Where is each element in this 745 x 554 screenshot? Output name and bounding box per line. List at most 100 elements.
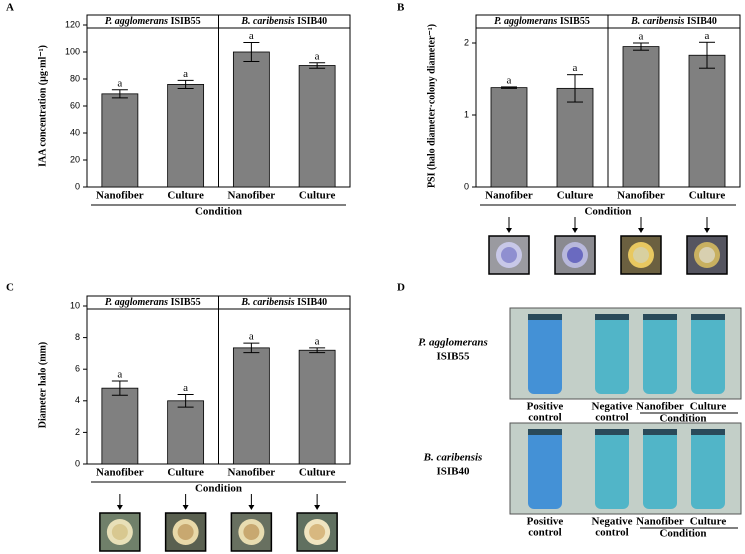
panel-label: D	[397, 282, 405, 294]
column-label: Negative	[592, 401, 633, 413]
error-bar	[243, 42, 260, 62]
error-bar	[309, 62, 326, 69]
species: P. agglomerans	[105, 297, 168, 308]
y-tick-label: 60	[70, 100, 80, 110]
arrow-head	[704, 228, 710, 233]
arrow-head	[248, 505, 255, 510]
colony	[699, 247, 715, 263]
tube	[528, 314, 562, 394]
error-bar	[699, 41, 715, 69]
column-label: Negative	[592, 516, 633, 528]
group-header: B. caribensis ISIB40	[630, 16, 717, 27]
significance-letter: a	[183, 382, 188, 394]
x-tick-label: Culture	[167, 467, 204, 479]
bar	[101, 387, 139, 465]
column-label: Nanofiber	[636, 401, 684, 413]
error-bar	[177, 393, 194, 408]
error-bar	[309, 347, 326, 354]
strain: ISIB40	[297, 297, 327, 308]
significance-letter: a	[183, 68, 188, 80]
tube	[691, 429, 725, 509]
error-bar	[111, 89, 128, 99]
bar	[232, 347, 270, 465]
significance-letter: a	[705, 30, 710, 42]
tube	[691, 314, 725, 394]
y-tick-label: 0	[75, 181, 80, 191]
significance-letter: a	[315, 335, 320, 347]
significance-letter: a	[249, 331, 254, 343]
y-tick-label: 100	[65, 46, 80, 56]
tube	[595, 314, 629, 394]
x-tick-label: Culture	[689, 190, 726, 202]
column-label: control	[595, 412, 628, 424]
strain: ISIB55	[560, 16, 590, 27]
column-label: control	[528, 527, 561, 539]
column-label: Culture	[690, 401, 727, 413]
significance-letter: a	[315, 50, 320, 62]
bar	[490, 87, 528, 188]
condition-label: Condition	[659, 413, 706, 425]
panel-label: B	[397, 2, 405, 14]
row-label-strain: ISIB40	[436, 466, 470, 478]
tube-cap	[691, 429, 725, 435]
column-label: Nanofiber	[636, 516, 684, 528]
y-tick-label: 20	[70, 154, 80, 164]
colony	[309, 524, 326, 540]
arrow-head	[506, 228, 512, 233]
panel-label: C	[6, 282, 14, 294]
x-tick-label: Culture	[299, 467, 336, 479]
arrow-head	[638, 228, 644, 233]
column-label: control	[595, 527, 628, 539]
row-label-species: B. caribensis	[423, 452, 483, 464]
tube	[595, 429, 629, 509]
y-tick-label: 10	[70, 300, 80, 310]
x-tick-label: Nanofiber	[617, 190, 665, 202]
species: P. agglomerans	[105, 16, 168, 27]
strain: ISIB55	[171, 297, 201, 308]
bar	[556, 87, 594, 188]
tube-cap	[643, 314, 677, 320]
x-tick-label: Nanofiber	[485, 190, 533, 202]
error-bar	[567, 74, 583, 103]
tube	[643, 429, 677, 509]
error-bar	[633, 42, 649, 51]
x-tick-label: Culture	[299, 190, 336, 202]
bar	[298, 65, 336, 188]
species: P. agglomerans	[494, 16, 557, 27]
row-label-species: P. agglomerans	[418, 337, 487, 349]
arrow-head	[572, 228, 578, 233]
y-tick-label: 0	[75, 458, 80, 468]
y-tick-label: 2	[75, 427, 80, 437]
y-tick-label: 120	[65, 19, 80, 29]
bar	[232, 51, 270, 188]
tube-cap	[643, 429, 677, 435]
error-bar	[177, 79, 194, 89]
bar	[101, 93, 139, 188]
bar	[688, 54, 726, 188]
significance-letter: a	[507, 74, 512, 86]
y-axis-label: IAA concentration (µg·ml⁻¹)	[37, 45, 48, 167]
group-header: B. caribensis ISIB40	[240, 297, 327, 308]
x-tick-label: Nanofiber	[96, 467, 144, 479]
x-tick-label: Culture	[557, 190, 594, 202]
bar	[167, 400, 205, 465]
group-header: P. agglomerans ISIB55	[494, 16, 590, 27]
y-tick-label: 2	[464, 37, 469, 47]
error-bar	[111, 380, 128, 396]
species: B. caribensis	[630, 16, 684, 27]
y-tick-label: 40	[70, 127, 80, 137]
x-axis-label: Condition	[584, 206, 631, 218]
bar	[167, 84, 205, 188]
condition-label: Condition	[659, 528, 706, 540]
tube-cap	[691, 314, 725, 320]
x-tick-label: Culture	[167, 190, 204, 202]
colony	[243, 524, 260, 540]
colony	[177, 524, 194, 540]
colony	[567, 247, 583, 263]
species: B. caribensis	[240, 16, 294, 27]
tube-cap	[528, 429, 562, 435]
error-bar	[243, 342, 260, 354]
column-label: Positive	[527, 401, 564, 413]
panel-label: A	[6, 2, 14, 14]
